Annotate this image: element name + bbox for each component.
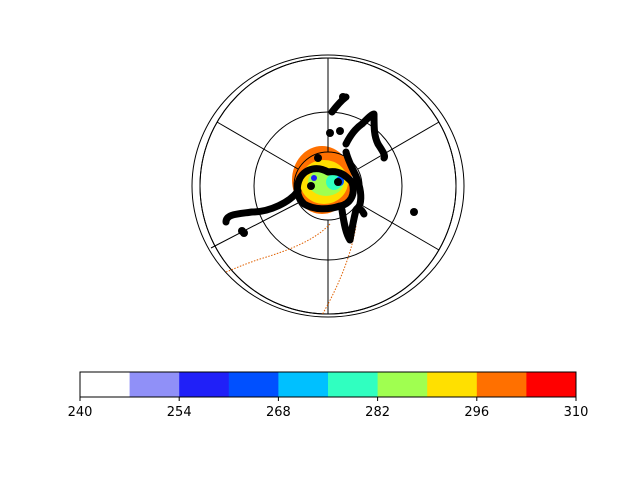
colorbar-cell (179, 372, 230, 397)
track-point (240, 229, 248, 237)
map-outer-rim (191, 54, 465, 318)
track-segment-west (222, 187, 302, 226)
colorbar-cells (80, 372, 577, 397)
contour-line-southwest (225, 223, 331, 273)
track-point (307, 182, 315, 190)
colorbar-cell (427, 372, 478, 397)
meridian-southeast (357, 202, 440, 251)
colorbar-tick-label: 240 (68, 405, 93, 420)
colorbar-tick-label: 254 (167, 405, 192, 420)
track-point (334, 178, 342, 186)
colorbar-tick-label: 310 (564, 405, 589, 420)
storm-track (222, 93, 388, 244)
contour-lines (225, 223, 357, 316)
colorbar-cell (80, 372, 131, 397)
meridian-northwest (216, 121, 299, 170)
colorbar-cell (278, 372, 329, 397)
map-grid (199, 57, 457, 315)
colorbar-tick-label: 282 (365, 405, 390, 420)
track-point (336, 127, 344, 135)
track-segment-core (293, 165, 357, 213)
track-point (326, 129, 334, 137)
track-segment-east (342, 148, 365, 208)
colorbar-cell (377, 372, 428, 397)
polar-map (191, 54, 465, 318)
colorbar-cell (526, 372, 577, 397)
field-level-254 (311, 175, 317, 181)
meridian-southwest (210, 202, 299, 249)
colorbar-cell (476, 372, 527, 397)
colorbar-frame (79, 371, 577, 398)
colorbar-tick-label: 296 (464, 405, 489, 420)
track-segment-southeast (338, 204, 368, 244)
colorbar: 240 254 268 282 296 310 (68, 371, 589, 420)
colorbar-cell (328, 372, 379, 397)
outer-rim-ellipse (191, 54, 465, 318)
colorbar-ticks: 240 254 268 282 296 310 (68, 397, 589, 420)
colorbar-cell (129, 372, 180, 397)
colorbar-cell (228, 372, 279, 397)
track-point (410, 208, 418, 216)
colorbar-tick-label: 268 (266, 405, 291, 420)
track-point (314, 154, 322, 162)
meridian-northeast (357, 121, 440, 170)
track-points (238, 93, 418, 237)
track-point (339, 93, 347, 101)
